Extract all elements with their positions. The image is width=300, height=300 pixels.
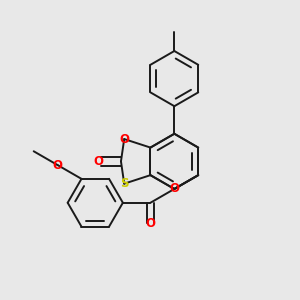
Text: O: O: [52, 159, 63, 172]
Text: O: O: [146, 217, 155, 230]
Text: O: O: [94, 155, 103, 168]
Text: S: S: [120, 177, 128, 190]
Text: O: O: [119, 133, 129, 146]
Text: O: O: [169, 182, 179, 195]
